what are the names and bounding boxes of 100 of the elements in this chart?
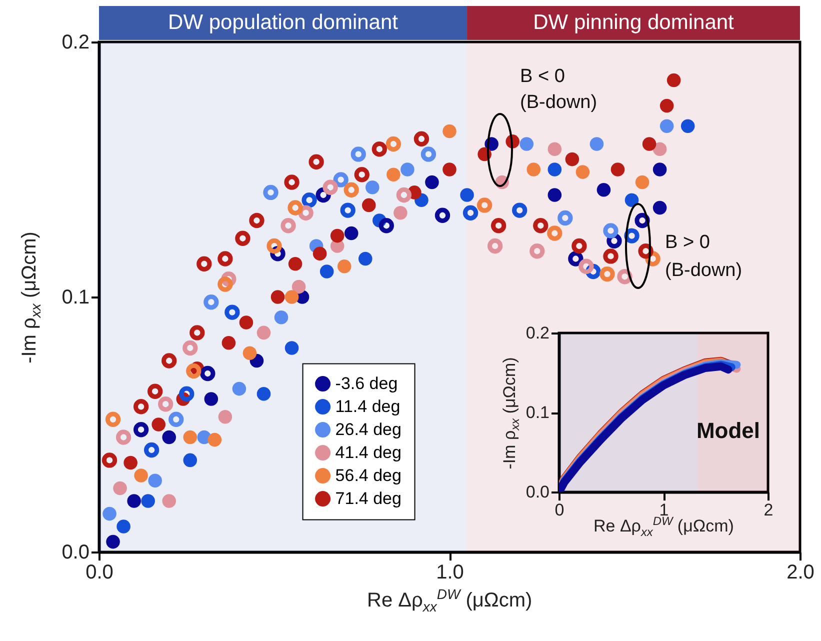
point — [372, 142, 387, 157]
point — [386, 136, 402, 152]
point — [204, 294, 219, 310]
annotation: B < 0 — [520, 66, 565, 87]
point — [526, 162, 541, 176]
point — [666, 73, 681, 88]
x-tick-label: 0.0 — [86, 562, 114, 584]
point — [133, 422, 149, 438]
point — [442, 124, 456, 138]
annotation: (B-down) — [520, 92, 598, 113]
annotation: (B-down) — [665, 260, 742, 281]
point — [442, 162, 456, 176]
point — [652, 200, 667, 215]
annotation: B > 0 — [665, 232, 710, 253]
point — [102, 452, 118, 468]
y-tick-label: 0.2 — [62, 32, 90, 54]
point — [578, 258, 594, 274]
y-tick-label: 0.0 — [526, 482, 550, 502]
point — [204, 392, 218, 406]
point — [462, 205, 478, 220]
legend-label: 11.4 deg — [335, 396, 400, 416]
point — [642, 137, 656, 151]
point — [322, 180, 338, 195]
point — [460, 188, 474, 202]
point — [414, 131, 430, 146]
point — [434, 208, 450, 223]
point — [168, 412, 184, 427]
legend-label: 56.4 deg — [335, 466, 402, 485]
point — [284, 174, 300, 190]
point — [340, 202, 356, 218]
point — [280, 218, 296, 234]
point — [358, 252, 372, 266]
legend-label: 41.4 deg — [335, 442, 402, 462]
point — [208, 432, 222, 447]
point — [576, 165, 590, 179]
point — [284, 290, 299, 304]
point — [105, 412, 121, 427]
point — [487, 238, 503, 254]
point — [284, 341, 299, 355]
point — [548, 142, 562, 156]
point — [222, 336, 236, 350]
point — [308, 154, 324, 170]
point — [190, 325, 205, 340]
y-tick-label: 0.0 — [62, 542, 90, 564]
point — [141, 494, 155, 508]
point — [127, 494, 141, 508]
point — [624, 193, 639, 207]
point — [235, 230, 250, 246]
point — [102, 506, 116, 521]
point — [547, 226, 562, 241]
point — [366, 180, 380, 194]
point — [603, 248, 618, 264]
x-tick-label: 2.0 — [786, 562, 814, 584]
point — [106, 534, 120, 549]
point — [394, 206, 408, 220]
x-tick-label: 2 — [764, 500, 774, 520]
point — [378, 218, 394, 234]
point — [256, 326, 271, 340]
point — [600, 266, 615, 282]
point — [610, 162, 625, 176]
x-tick-label: 1.0 — [436, 562, 464, 584]
point — [158, 396, 174, 412]
point — [152, 418, 166, 432]
point — [548, 188, 562, 202]
point — [603, 223, 618, 238]
point — [182, 340, 198, 356]
point — [239, 316, 254, 330]
point — [256, 387, 271, 401]
point — [162, 430, 176, 444]
point — [635, 175, 650, 190]
point — [292, 280, 306, 294]
point — [147, 384, 163, 399]
point — [224, 304, 240, 320]
point — [249, 212, 264, 228]
point — [596, 183, 611, 197]
point — [344, 182, 359, 198]
point — [533, 218, 548, 234]
point — [350, 146, 366, 162]
point — [344, 226, 358, 240]
legend-label: -3.6 deg — [335, 374, 398, 393]
band-label: DW pinning dominant — [533, 11, 734, 34]
point — [179, 386, 194, 402]
y-tick-label: 0.2 — [526, 324, 550, 342]
point — [362, 198, 376, 212]
point — [116, 520, 130, 534]
point — [218, 276, 233, 292]
point — [396, 187, 412, 203]
point — [490, 218, 506, 234]
point — [116, 430, 132, 445]
point — [558, 210, 573, 226]
point — [242, 346, 257, 360]
point — [590, 137, 604, 151]
point — [660, 98, 674, 113]
x-tick-label: 0 — [554, 500, 564, 520]
x-axis-title: Re Δρ$_{xx}$$^{DW}$ (μΩcm) — [367, 586, 532, 615]
point — [476, 198, 492, 213]
point — [320, 264, 334, 278]
point — [288, 256, 302, 271]
point — [218, 251, 233, 266]
point — [568, 251, 584, 266]
